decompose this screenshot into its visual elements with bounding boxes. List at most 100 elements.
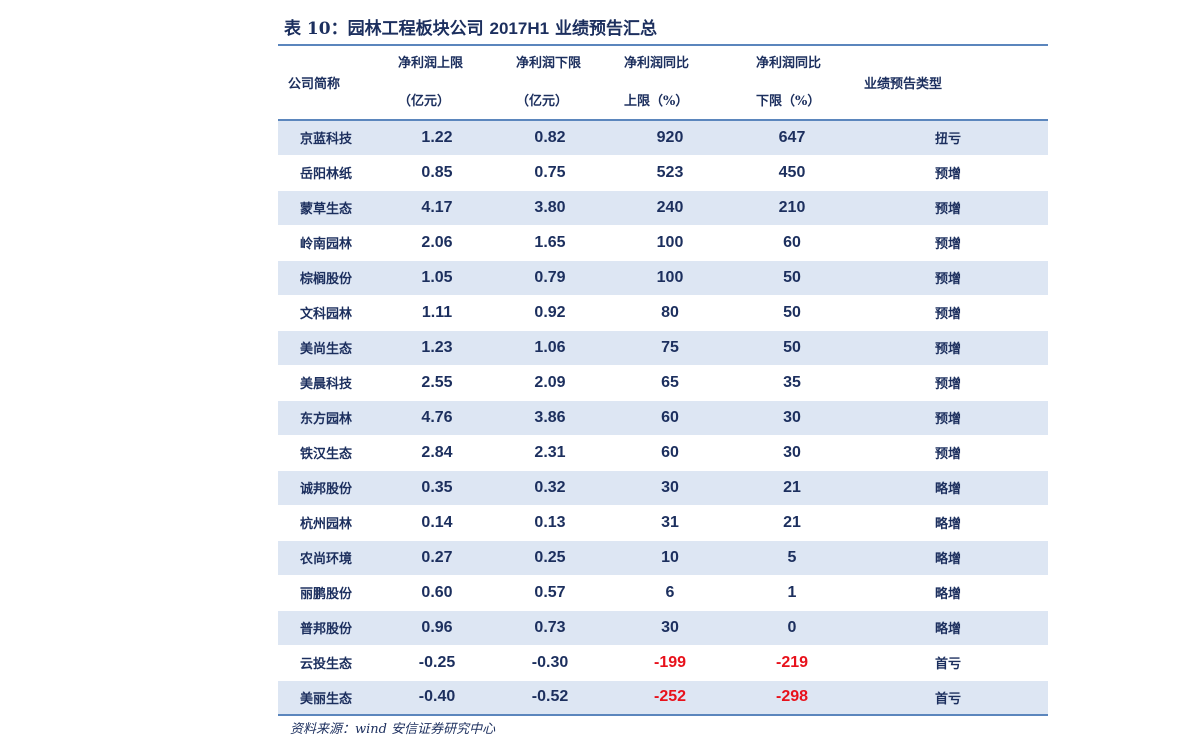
cell-company: 农尚环境 bbox=[278, 539, 378, 575]
cell-yoy-upper: 60 bbox=[604, 434, 736, 470]
cell-company: 棕榈股份 bbox=[278, 259, 378, 295]
table-row: 美尚生态 1.23 1.06 75 50 预增 bbox=[278, 329, 1048, 365]
cell-upper: 2.84 bbox=[378, 434, 496, 470]
cell-type: 预增 bbox=[848, 399, 1048, 435]
header-upper-line2: （亿元） bbox=[398, 93, 451, 109]
cell-company: 云投生态 bbox=[278, 644, 378, 680]
title-prefix: 表 10：园林工程板块公司 bbox=[284, 19, 484, 39]
cell-yoy-upper: 60 bbox=[604, 399, 736, 435]
cell-lower: 2.31 bbox=[496, 434, 604, 470]
cell-yoy-lower: 210 bbox=[736, 189, 848, 225]
cell-company: 美尚生态 bbox=[278, 329, 378, 365]
table-header-row: 公司简称 净利润上限 （亿元） 净利润下限 （亿元） 净利润同比 上限（%） 净… bbox=[278, 46, 1048, 120]
cell-type: 预增 bbox=[848, 224, 1048, 260]
table-row: 东方园林 4.76 3.86 60 30 预增 bbox=[278, 399, 1048, 435]
header-yoy-upper-line2: 上限（%） bbox=[624, 93, 689, 109]
cell-lower: 3.80 bbox=[496, 189, 604, 225]
cell-lower: 2.09 bbox=[496, 364, 604, 400]
cell-type: 预增 bbox=[848, 259, 1048, 295]
table-row: 农尚环境 0.27 0.25 10 5 略增 bbox=[278, 539, 1048, 575]
table-row: 云投生态 -0.25 -0.30 -199 -219 首亏 bbox=[278, 644, 1048, 680]
cell-type: 略增 bbox=[848, 504, 1048, 540]
cell-upper: 1.11 bbox=[378, 294, 496, 330]
cell-yoy-lower: 50 bbox=[736, 259, 848, 295]
table-row: 蒙草生态 4.17 3.80 240 210 预增 bbox=[278, 189, 1048, 225]
cell-yoy-upper: 920 bbox=[604, 119, 736, 155]
cell-lower: 0.75 bbox=[496, 154, 604, 190]
table-row: 美丽生态 -0.40 -0.52 -252 -298 首亏 bbox=[278, 679, 1048, 716]
cell-lower: -0.30 bbox=[496, 644, 604, 680]
cell-company: 杭州园林 bbox=[278, 504, 378, 540]
cell-yoy-upper: 240 bbox=[604, 189, 736, 225]
cell-lower: 3.86 bbox=[496, 399, 604, 435]
cell-company: 京蓝科技 bbox=[278, 119, 378, 155]
cell-yoy-upper: 523 bbox=[604, 154, 736, 190]
table-row: 杭州园林 0.14 0.13 31 21 略增 bbox=[278, 504, 1048, 540]
cell-yoy-lower: 21 bbox=[736, 469, 848, 505]
cell-upper: 2.55 bbox=[378, 364, 496, 400]
header-yoy-upper-line1: 净利润同比 bbox=[624, 55, 690, 71]
cell-lower: 0.92 bbox=[496, 294, 604, 330]
cell-company: 丽鹏股份 bbox=[278, 574, 378, 610]
cell-lower: 0.25 bbox=[496, 539, 604, 575]
table-row: 棕榈股份 1.05 0.79 100 50 预增 bbox=[278, 259, 1048, 295]
table-row: 文科园林 1.11 0.92 80 50 预增 bbox=[278, 294, 1048, 330]
title-rule bbox=[278, 44, 1048, 46]
cell-type: 扭亏 bbox=[848, 119, 1048, 155]
cell-yoy-upper: 31 bbox=[604, 504, 736, 540]
table-row: 诚邦股份 0.35 0.32 30 21 略增 bbox=[278, 469, 1048, 505]
header-yoy-lower-line2: 下限（%） bbox=[756, 93, 821, 109]
cell-company: 文科园林 bbox=[278, 294, 378, 330]
cell-lower: 0.82 bbox=[496, 119, 604, 155]
cell-yoy-lower: 0 bbox=[736, 609, 848, 645]
cell-yoy-lower: 50 bbox=[736, 294, 848, 330]
cell-upper: 1.05 bbox=[378, 259, 496, 295]
cell-yoy-lower: 21 bbox=[736, 504, 848, 540]
header-yoy-upper: 净利润同比 上限（%） bbox=[604, 46, 736, 120]
forecast-table-panel: 表 10：园林工程板块公司 2017H1 业绩预告汇总 公司简称 净利润上限 （… bbox=[278, 10, 1048, 716]
cell-yoy-upper: 30 bbox=[604, 469, 736, 505]
header-lower: 净利润下限 （亿元） bbox=[496, 46, 604, 120]
cell-upper: 0.14 bbox=[378, 504, 496, 540]
cell-type: 首亏 bbox=[848, 679, 1048, 716]
cell-upper: 0.35 bbox=[378, 469, 496, 505]
cell-company: 岳阳林纸 bbox=[278, 154, 378, 190]
cell-company: 美丽生态 bbox=[278, 679, 378, 716]
table-title: 表 10：园林工程板块公司 2017H1 业绩预告汇总 bbox=[278, 10, 1048, 44]
cell-yoy-upper: 30 bbox=[604, 609, 736, 645]
cell-company: 诚邦股份 bbox=[278, 469, 378, 505]
source-note: 资料来源：wind 安信证券研究中心 bbox=[290, 722, 496, 737]
cell-upper: 4.76 bbox=[378, 399, 496, 435]
cell-type: 预增 bbox=[848, 364, 1048, 400]
cell-type: 略增 bbox=[848, 469, 1048, 505]
cell-type: 预增 bbox=[848, 294, 1048, 330]
cell-company: 蒙草生态 bbox=[278, 189, 378, 225]
table-row: 铁汉生态 2.84 2.31 60 30 预增 bbox=[278, 434, 1048, 470]
cell-upper: 2.06 bbox=[378, 224, 496, 260]
cell-company: 铁汉生态 bbox=[278, 434, 378, 470]
cell-lower: 1.06 bbox=[496, 329, 604, 365]
header-upper: 净利润上限 （亿元） bbox=[378, 46, 496, 120]
cell-type: 预增 bbox=[848, 189, 1048, 225]
cell-lower: 0.32 bbox=[496, 469, 604, 505]
table-row: 丽鹏股份 0.60 0.57 6 1 略增 bbox=[278, 574, 1048, 610]
cell-type: 略增 bbox=[848, 609, 1048, 645]
cell-upper: 1.22 bbox=[378, 119, 496, 155]
cell-company: 东方园林 bbox=[278, 399, 378, 435]
cell-yoy-lower: 450 bbox=[736, 154, 848, 190]
cell-yoy-lower: -219 bbox=[736, 644, 848, 680]
cell-yoy-lower: 30 bbox=[736, 399, 848, 435]
cell-yoy-upper: 80 bbox=[604, 294, 736, 330]
cell-yoy-lower: 35 bbox=[736, 364, 848, 400]
cell-type: 首亏 bbox=[848, 644, 1048, 680]
cell-type: 略增 bbox=[848, 574, 1048, 610]
table-row: 岳阳林纸 0.85 0.75 523 450 预增 bbox=[278, 154, 1048, 190]
cell-lower: -0.52 bbox=[496, 679, 604, 716]
cell-company: 岭南园林 bbox=[278, 224, 378, 260]
header-upper-line1: 净利润上限 bbox=[398, 55, 464, 71]
cell-upper: -0.25 bbox=[378, 644, 496, 680]
header-yoy-lower-line1: 净利润同比 bbox=[756, 55, 822, 71]
cell-upper: 0.60 bbox=[378, 574, 496, 610]
table-row: 美晨科技 2.55 2.09 65 35 预增 bbox=[278, 364, 1048, 400]
cell-yoy-upper: 75 bbox=[604, 329, 736, 365]
